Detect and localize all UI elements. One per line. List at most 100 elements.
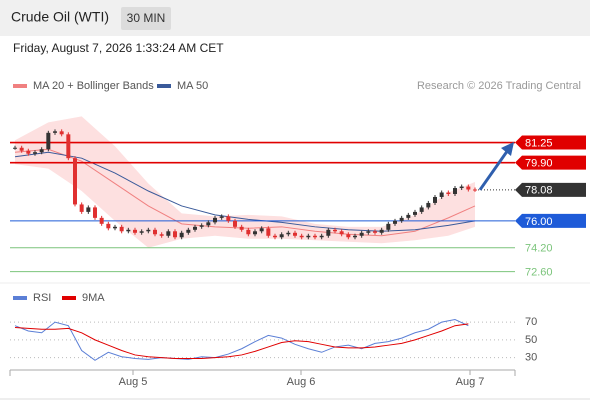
candle — [306, 235, 311, 238]
candle — [326, 229, 331, 236]
candle — [279, 234, 284, 238]
candle — [346, 234, 351, 238]
level-label: 72.60 — [525, 266, 553, 278]
candle — [79, 204, 84, 212]
header-bar — [0, 0, 590, 36]
candle — [146, 229, 151, 232]
candle — [193, 226, 197, 230]
candle — [453, 188, 457, 194]
candle — [86, 207, 91, 212]
ma9-line — [14, 323, 469, 359]
candle — [126, 229, 131, 232]
candle — [33, 152, 37, 154]
forecast-arrow — [478, 149, 510, 191]
candle — [166, 231, 171, 236]
candle — [406, 214, 411, 218]
candle — [293, 232, 297, 236]
candle — [119, 226, 124, 232]
candle — [179, 232, 184, 238]
candle — [46, 132, 51, 150]
legend-swatch — [13, 84, 27, 88]
candle — [379, 229, 384, 233]
candle — [266, 228, 271, 236]
last-price-label: 78.08 — [525, 185, 553, 197]
level-label: 79.90 — [525, 158, 553, 170]
candle — [399, 217, 404, 221]
level-label: 81.25 — [525, 137, 553, 149]
candle — [313, 235, 317, 238]
candle — [199, 225, 204, 227]
candle — [359, 232, 364, 236]
level-label-box — [515, 155, 586, 170]
candle — [419, 207, 424, 212]
candle — [139, 231, 144, 233]
candle — [39, 149, 44, 153]
candle — [353, 235, 357, 238]
rsi-line — [14, 318, 469, 361]
instrument-title: Crude Oil (WTI) — [11, 9, 109, 25]
x-tick-label: Aug 6 — [287, 376, 316, 388]
legend-swatch — [62, 296, 76, 300]
candle — [273, 235, 277, 238]
candle — [466, 186, 471, 190]
legend-swatch — [13, 296, 27, 300]
candle — [446, 192, 451, 194]
legend-label: MA 50 — [177, 80, 208, 92]
candle — [19, 147, 24, 151]
candle — [159, 234, 164, 236]
y-tick-label: 70 — [525, 316, 537, 328]
x-tick-label: Aug 5 — [119, 376, 148, 388]
candle — [93, 207, 97, 218]
x-tick-label: Aug 7 — [456, 376, 485, 388]
candle — [233, 220, 237, 227]
candle — [53, 131, 57, 133]
candle — [239, 226, 244, 230]
candle — [206, 222, 211, 226]
candle — [259, 228, 264, 232]
timestamp: Friday, August 7, 2026 1:33:24 AM CET — [13, 41, 224, 55]
candle — [219, 216, 224, 218]
candle — [333, 229, 337, 232]
candle — [213, 217, 217, 223]
candle — [426, 202, 431, 208]
candle — [13, 147, 17, 149]
candle — [186, 229, 191, 233]
candle — [413, 211, 417, 215]
candle — [113, 226, 117, 229]
candle — [366, 231, 371, 233]
candle — [386, 223, 391, 230]
legend-label: MA 20 + Bollinger Bands — [33, 80, 154, 92]
candle — [459, 186, 464, 189]
legend-swatch — [157, 84, 171, 88]
y-tick-label: 30 — [525, 352, 537, 364]
candle — [433, 196, 437, 203]
candle — [226, 216, 231, 221]
y-tick-label: 50 — [525, 334, 537, 346]
legend-label: 9MA — [82, 292, 105, 304]
candle — [299, 235, 304, 238]
candle — [373, 231, 377, 233]
candle — [66, 134, 71, 159]
timeframe[interactable]: 30 MIN — [127, 11, 166, 25]
candle — [133, 229, 137, 233]
level-label: 74.20 — [525, 243, 553, 255]
credit: Research © 2026 Trading Central — [417, 80, 581, 92]
timeframe-badge[interactable] — [121, 7, 171, 30]
candle — [73, 158, 77, 205]
candle — [319, 235, 324, 238]
candle — [339, 231, 344, 235]
level-label-box — [515, 213, 586, 228]
candle — [473, 189, 477, 191]
bollinger-band — [15, 116, 475, 248]
candle — [439, 192, 444, 197]
forecast-arrowhead — [501, 142, 514, 156]
candle — [153, 229, 157, 235]
candle — [59, 131, 64, 135]
candle — [26, 150, 31, 154]
last-price-box — [515, 182, 586, 197]
candle — [99, 217, 104, 224]
level-label-box — [515, 135, 586, 150]
candle — [253, 231, 257, 235]
level-label: 76.00 — [525, 216, 553, 228]
